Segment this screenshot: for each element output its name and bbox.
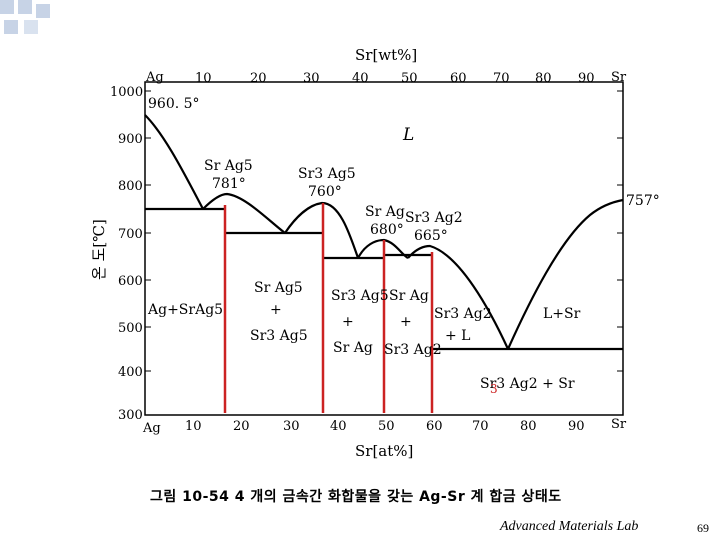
top-axis-end-left: Ag bbox=[145, 70, 164, 85]
label-ag-melting: 960. 5° bbox=[148, 96, 200, 112]
top-axis-ticks: 10 20 30 40 50 60 70 80 90 bbox=[195, 71, 595, 86]
bottom-tick: 70 bbox=[472, 419, 489, 434]
bottom-axis-title: Sr[at%] bbox=[355, 442, 413, 460]
bottom-tick: 20 bbox=[233, 419, 250, 434]
label-sr3ag5-temp: 760° bbox=[308, 184, 342, 200]
bottom-axis-ticks: 10 20 30 40 50 60 70 80 90 bbox=[185, 419, 585, 434]
bottom-tick: 60 bbox=[426, 419, 443, 434]
field-srag5-sr3ag5-bottom: Sr3 Ag5 bbox=[250, 328, 308, 344]
liquidus-sr3ag2-dome bbox=[407, 244, 509, 350]
bottom-tick: 30 bbox=[283, 419, 300, 434]
deco-square bbox=[4, 20, 18, 34]
liquidus-srag5-dome bbox=[202, 192, 286, 234]
label-srag5: Sr Ag5 bbox=[204, 158, 253, 174]
top-tick: 70 bbox=[493, 71, 510, 86]
bottom-axis-end-right: Sr bbox=[611, 417, 627, 432]
y-tick: 500 bbox=[118, 321, 143, 336]
top-tick: 20 bbox=[250, 71, 267, 86]
top-tick: 60 bbox=[450, 71, 467, 86]
bottom-tick: 80 bbox=[520, 419, 537, 434]
liquidus-sr-side bbox=[506, 198, 624, 350]
label-liquid: L bbox=[402, 125, 414, 145]
y-tick-marks bbox=[145, 90, 623, 372]
label-sr3ag5: Sr3 Ag5 bbox=[298, 166, 356, 182]
label-sr-melting: 757° bbox=[626, 193, 660, 209]
footer-lab-name: Advanced Materials Lab bbox=[500, 519, 639, 534]
figure-caption: 그림 10-54 4 개의 금속간 화합물을 갖는 Ag-Sr 계 합금 상태도 bbox=[150, 489, 562, 505]
plot-frame bbox=[144, 81, 624, 416]
y-tick: 700 bbox=[118, 227, 143, 242]
bottom-axis-end-left: Ag bbox=[142, 421, 161, 436]
page-number: 69 bbox=[697, 521, 709, 535]
top-tick: 90 bbox=[578, 71, 595, 86]
field-sr3ag5-srag-top: Sr3 Ag5 bbox=[331, 288, 389, 304]
top-tick: 50 bbox=[401, 71, 418, 86]
field-sr3ag5-srag-bottom: Sr Ag bbox=[333, 340, 373, 356]
label-sr3ag2-temp: 665° bbox=[414, 228, 448, 244]
field-srag5-sr3ag5-top: Sr Ag5 bbox=[254, 280, 303, 296]
y-tick: 300 bbox=[118, 408, 143, 423]
top-tick: 80 bbox=[535, 71, 552, 86]
top-axis-title: Sr[wt%] bbox=[355, 46, 417, 64]
y-tick: 1000 bbox=[110, 85, 143, 100]
label-srag: Sr Ag bbox=[365, 204, 405, 220]
y-tick: 800 bbox=[118, 179, 143, 194]
y-axis-ticks: 1000 900 800 700 600 500 400 300 bbox=[110, 85, 143, 423]
field-srag-sr3ag2-top: Sr Ag bbox=[389, 288, 429, 304]
y-axis-title: 온 도[℃] bbox=[90, 219, 108, 280]
field-srag5-sr3ag5-plus: + bbox=[270, 302, 282, 318]
field-ag-srag5: Ag+SrAg5 bbox=[147, 302, 223, 318]
top-axis-end-right: Sr bbox=[611, 70, 627, 85]
liquidus-ag-side bbox=[144, 114, 204, 210]
y-tick: 600 bbox=[118, 274, 143, 289]
deco-square bbox=[0, 0, 14, 14]
field-sr3ag2-l-top: Sr3 Ag2 bbox=[434, 306, 492, 322]
bottom-tick: 40 bbox=[330, 419, 347, 434]
deco-square bbox=[36, 4, 50, 18]
corner-decoration bbox=[0, 0, 50, 34]
bottom-tick: 10 bbox=[185, 419, 202, 434]
y-tick: 400 bbox=[118, 365, 143, 380]
top-tick: 40 bbox=[352, 71, 369, 86]
bottom-tick: 90 bbox=[568, 419, 585, 434]
label-srag-temp: 680° bbox=[370, 222, 404, 238]
deco-square bbox=[24, 20, 38, 34]
field-sr3ag5-srag-plus: + bbox=[342, 314, 354, 330]
deco-square bbox=[18, 0, 32, 14]
mark-3: 3 bbox=[490, 382, 498, 396]
field-srag-sr3ag2-bottom: Sr3 Ag2 bbox=[384, 342, 442, 358]
bottom-tick: 50 bbox=[378, 419, 395, 434]
label-srag5-temp: 781° bbox=[212, 176, 246, 192]
liquidus-sr3ag5-dome bbox=[284, 201, 360, 259]
top-tick: 10 bbox=[195, 71, 212, 86]
top-tick: 30 bbox=[303, 71, 320, 86]
field-sr3ag2-sr: Sr3 Ag2 + Sr bbox=[480, 376, 575, 392]
field-l-sr: L+Sr bbox=[543, 306, 581, 322]
field-sr3ag2-l-bottom: + L bbox=[445, 328, 470, 344]
field-srag-sr3ag2-plus: + bbox=[400, 314, 412, 330]
label-sr3ag2: Sr3 Ag2 bbox=[405, 210, 463, 226]
y-tick: 900 bbox=[118, 132, 143, 147]
